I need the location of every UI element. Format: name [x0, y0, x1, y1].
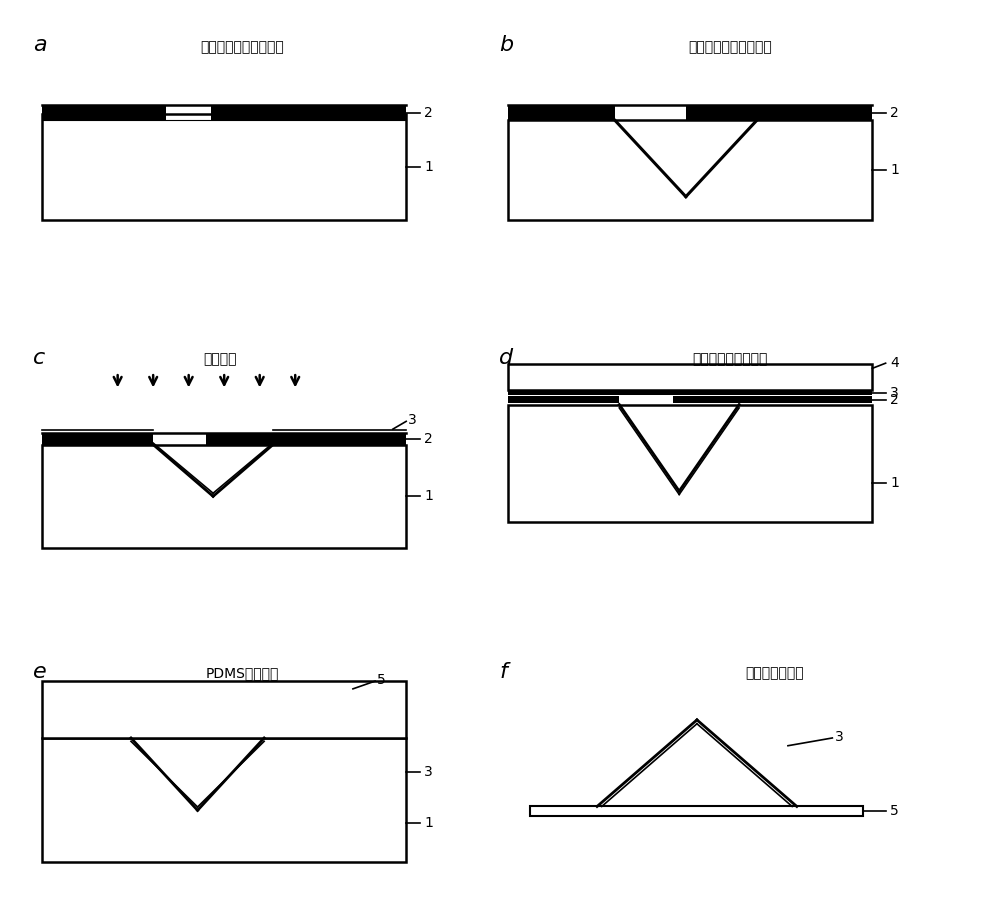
Bar	[508, 364, 872, 390]
Text: 4: 4	[890, 356, 899, 371]
Text: f: f	[499, 661, 507, 681]
Bar	[42, 445, 406, 548]
Text: 1: 1	[424, 489, 433, 504]
Bar	[530, 806, 863, 815]
Text: 2: 2	[424, 106, 433, 120]
Text: 2: 2	[890, 393, 899, 407]
Bar	[42, 738, 406, 862]
Text: b: b	[499, 35, 514, 55]
Text: 3: 3	[835, 729, 843, 744]
Bar	[508, 396, 619, 403]
Text: 金属沉积: 金属沉积	[203, 352, 237, 366]
Bar	[686, 105, 872, 120]
Text: PDMS浇筑成型: PDMS浇筑成型	[205, 666, 279, 680]
Text: 3: 3	[890, 386, 899, 400]
Bar	[508, 105, 615, 120]
Text: 3: 3	[408, 413, 417, 427]
Text: 碱溶液腐蚀脱模: 碱溶液腐蚀脱模	[745, 666, 804, 680]
Text: 2: 2	[890, 106, 899, 120]
Bar	[211, 105, 406, 120]
Text: 3: 3	[424, 765, 433, 778]
Text: 常规曝光得到图形阵列: 常规曝光得到图形阵列	[200, 40, 284, 54]
Bar	[42, 113, 406, 220]
Text: 1: 1	[424, 159, 433, 174]
Text: d: d	[499, 348, 514, 368]
Bar	[42, 433, 153, 445]
Text: 5: 5	[377, 673, 386, 687]
Bar	[42, 681, 406, 738]
Text: e: e	[33, 661, 47, 681]
Bar	[42, 105, 166, 120]
Bar	[206, 433, 406, 445]
Bar	[508, 120, 872, 220]
Text: 2: 2	[424, 432, 433, 446]
Text: 碱溶液湿法刻蚀氧化硅: 碱溶液湿法刻蚀氧化硅	[688, 40, 772, 54]
Text: 1: 1	[890, 477, 899, 490]
Text: 胶带揭去表面金属层: 胶带揭去表面金属层	[693, 352, 768, 366]
Text: c: c	[33, 348, 46, 368]
Bar	[508, 390, 872, 396]
Bar	[508, 405, 872, 522]
Text: 1: 1	[424, 816, 433, 830]
Bar	[673, 396, 872, 403]
Text: a: a	[33, 35, 47, 55]
Text: 1: 1	[890, 163, 899, 177]
Text: 5: 5	[890, 805, 899, 818]
